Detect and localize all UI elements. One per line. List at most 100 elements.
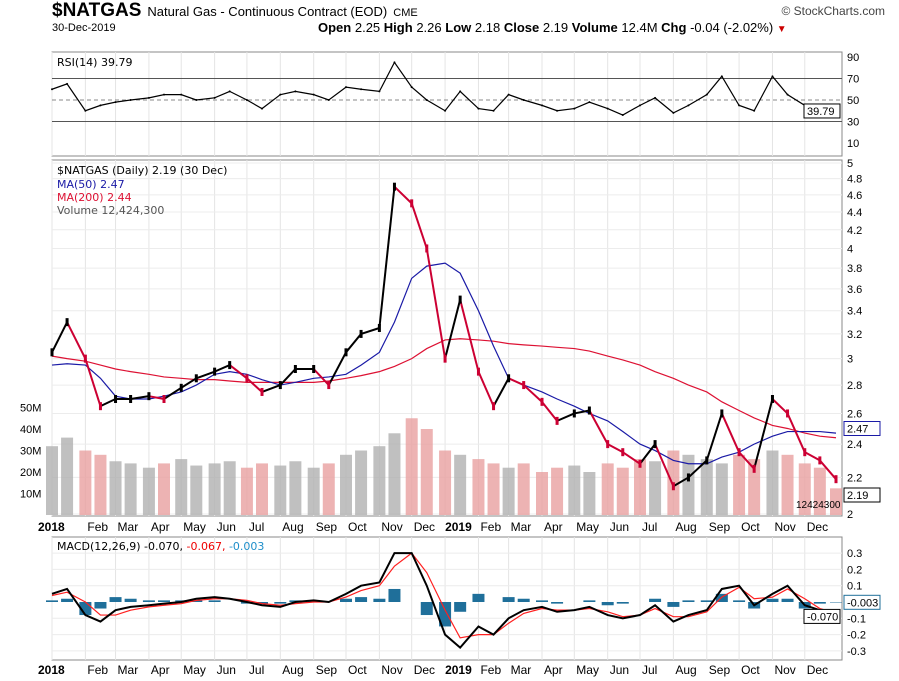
rsi-tick-label: 90 — [847, 52, 859, 64]
price-candle — [377, 323, 381, 332]
price-candle — [114, 394, 118, 403]
price-tick-label: 4.6 — [847, 190, 862, 202]
rsi-point — [378, 90, 381, 93]
macd-tick-label: 0.1 — [847, 581, 862, 593]
macd-histogram-bar — [340, 598, 352, 602]
volume-tick-label: 10M — [20, 489, 41, 501]
volume-bar — [766, 450, 779, 515]
price-candle — [786, 409, 790, 418]
price-candle — [737, 448, 741, 457]
macd-x-tick: Oct — [348, 663, 367, 677]
price-segment — [410, 203, 428, 249]
price-candle — [720, 409, 724, 418]
macd-legend-item: MACD(12,26,9) — [57, 540, 141, 553]
rsi-point — [705, 93, 708, 96]
volume-bar — [616, 467, 629, 515]
rsi-tick-label: 10 — [847, 138, 859, 150]
macd-histogram-bar — [158, 600, 170, 602]
price-segment — [180, 377, 197, 389]
price-last-tag-text: 2.19 — [847, 490, 868, 502]
volume-bar — [748, 459, 761, 515]
brand-logo[interactable]: © StockCharts.com — [781, 4, 885, 18]
volume-tick-label: 50M — [20, 403, 41, 415]
ma50-last-tag: 2.47 — [843, 421, 881, 436]
rsi-point — [459, 90, 462, 93]
macd-histogram-bar — [536, 600, 548, 602]
price-x-tick: Mar — [511, 520, 532, 534]
price-x-tick: Jun — [217, 520, 236, 534]
rsi-point — [687, 104, 690, 107]
macd-last-tag-box — [803, 608, 841, 624]
macd-histogram-bar — [94, 602, 107, 609]
ma200-line — [51, 338, 837, 439]
price-candle — [572, 409, 576, 418]
price-candle — [344, 348, 348, 357]
price-candle — [638, 459, 642, 468]
volume-bar — [813, 467, 826, 515]
macd-histogram-bar — [439, 602, 452, 627]
histogram-last-tag: -0.003 — [843, 594, 881, 610]
price-tick-label: 2 — [847, 509, 853, 521]
price-segment — [588, 410, 609, 445]
rsi-point — [360, 88, 363, 91]
price-x-tick: Oct — [741, 520, 760, 534]
price-candle — [522, 381, 526, 390]
price-segment — [477, 371, 495, 407]
price-segment — [541, 401, 558, 422]
rsi-point — [51, 88, 53, 91]
price-segment — [246, 377, 263, 393]
price-x-tick: Jul — [642, 520, 657, 534]
volume-bar — [781, 454, 794, 515]
price-candle — [492, 402, 496, 411]
price-x-tick: Oct — [348, 520, 367, 534]
price-segment — [607, 443, 624, 454]
price-segment — [672, 476, 689, 488]
volume-bar — [502, 467, 515, 515]
rsi-point — [114, 101, 117, 104]
macd-tick-label: 0.2 — [847, 564, 862, 576]
rsi-point — [84, 109, 87, 112]
macd-histogram-bar — [667, 602, 680, 607]
rsi-point — [163, 93, 165, 96]
price-segment — [100, 398, 116, 408]
macd-tick-label: -0.3 — [847, 646, 866, 658]
price-candle — [671, 482, 675, 491]
price-candle — [621, 448, 625, 457]
price-tick-label: 4 — [847, 243, 853, 255]
volume-bar — [61, 437, 74, 515]
price-segment — [327, 351, 347, 386]
macd-histogram-bar — [472, 593, 485, 602]
volume-tick-label: 30M — [20, 446, 41, 458]
price-segment — [425, 248, 447, 359]
low-label: Low — [445, 20, 472, 35]
volume-bar — [634, 459, 646, 515]
price-segment — [148, 395, 165, 400]
price-candle — [327, 381, 331, 390]
macd-legend: MACD(12,26,9) -0.070, -0.067, -0.003 — [57, 540, 264, 553]
volume-bar — [373, 446, 386, 515]
macd-x-tick: Sep — [709, 663, 731, 677]
rsi-point — [588, 101, 591, 104]
volume-bar — [190, 465, 203, 515]
macd-x-tick: Dec — [807, 663, 828, 677]
chg-value: -0.04 (-2.02%) — [690, 20, 774, 35]
price-segment — [214, 364, 231, 373]
rsi-point — [753, 109, 756, 112]
price-x-tick: Nov — [774, 520, 795, 534]
rsi-point — [129, 99, 132, 101]
volume-bar — [568, 465, 581, 515]
macd-histogram-bar — [616, 602, 629, 604]
price-candle — [410, 199, 414, 208]
rsi-tick-label: 70 — [847, 74, 859, 86]
macd-histogram-bar — [682, 600, 695, 602]
price-segment — [378, 186, 396, 329]
price-candle — [443, 354, 447, 363]
price-x-tick: May — [576, 520, 599, 534]
price-segment — [51, 321, 68, 353]
price-segment — [705, 413, 723, 461]
macd-tick-label: 0.3 — [847, 548, 862, 560]
quote-date: 30-Dec-2019 — [52, 22, 116, 34]
price-segment — [720, 413, 740, 453]
price-x-tick: Apr — [544, 520, 563, 534]
